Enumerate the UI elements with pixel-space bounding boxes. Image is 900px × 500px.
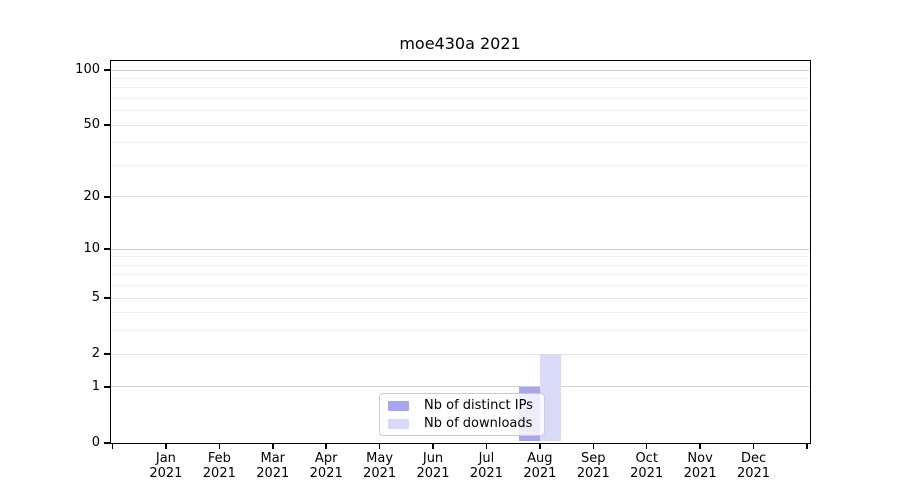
legend-row-1: Nb of downloads <box>388 415 544 433</box>
x-tick-label-nov: Nov 2021 <box>683 451 717 481</box>
gridline-y-20 <box>111 196 809 198</box>
gridline-y-50 <box>111 124 809 126</box>
y-tick-2 <box>104 353 110 355</box>
x-tick-7 <box>485 443 488 449</box>
x-tick-label-apr: Apr 2021 <box>309 451 343 481</box>
x-tick-9 <box>592 443 595 449</box>
x-tick-0 <box>111 443 114 449</box>
x-tick-3 <box>272 443 274 449</box>
gridline-y-8 <box>111 264 809 266</box>
x-tick-label-feb: Feb 2021 <box>202 451 236 481</box>
x-tick-5 <box>378 443 381 449</box>
legend-label-downloads: Nb of downloads <box>424 416 533 431</box>
x-tick-4 <box>325 443 327 449</box>
x-tick-13 <box>806 443 808 449</box>
y-tick-10 <box>104 248 110 250</box>
gridline-y-2 <box>111 353 809 355</box>
gridline-y-90 <box>111 77 809 79</box>
x-tick-11 <box>699 443 701 449</box>
y-tick-label-20: 20 <box>83 188 100 204</box>
x-tick-10 <box>645 443 648 449</box>
gridline-y-4 <box>111 312 809 314</box>
x-tick-label-jan: Jan 2021 <box>149 451 183 481</box>
gridline-y-10 <box>111 248 809 250</box>
y-tick-20 <box>104 196 110 198</box>
gridline-y-40 <box>111 142 809 144</box>
legend-swatch-downloads <box>388 418 409 429</box>
gridline-y-7 <box>111 274 809 276</box>
bar-downloads-aug <box>539 354 561 442</box>
x-tick-8 <box>539 443 541 449</box>
legend-swatch-distinct-ips <box>388 400 409 411</box>
x-tick-12 <box>752 443 755 449</box>
y-tick-label-100: 100 <box>75 62 100 77</box>
y-tick-0 <box>104 442 110 444</box>
y-tick-label-2: 2 <box>91 346 100 362</box>
x-tick-label-aug: Aug 2021 <box>523 451 557 481</box>
y-tick-1 <box>104 386 110 388</box>
gridline-y-3 <box>111 330 809 332</box>
y-tick-label-0: 0 <box>91 435 100 450</box>
gridline-y-70 <box>111 97 809 99</box>
legend: Nb of distinct IPs Nb of downloads <box>379 393 545 436</box>
gridline-y-6 <box>111 285 809 287</box>
x-tick-label-oct: Oct 2021 <box>630 451 664 481</box>
y-tick-label-5: 5 <box>91 290 100 306</box>
chart-title: moe430a 2021 <box>399 34 521 53</box>
gridline-y-30 <box>111 164 809 166</box>
y-tick-label-50: 50 <box>83 117 100 133</box>
y-tick-label-1: 1 <box>91 378 100 394</box>
x-tick-label-may: May 2021 <box>363 451 397 481</box>
gridline-y-60 <box>111 110 809 112</box>
gridline-y-5 <box>111 297 809 299</box>
x-tick-6 <box>432 443 434 449</box>
y-tick-5 <box>104 297 110 299</box>
x-tick-label-dec: Dec 2021 <box>736 451 771 481</box>
legend-label-distinct-ips: Nb of distinct IPs <box>424 398 533 413</box>
y-tick-100 <box>104 69 110 71</box>
y-tick-50 <box>104 124 110 126</box>
legend-row-0: Nb of distinct IPs <box>388 397 544 415</box>
x-tick-label-mar: Mar 2021 <box>256 451 290 481</box>
x-tick-label-sep: Sep 2021 <box>576 451 610 481</box>
x-tick-label-jul: Jul 2021 <box>469 451 503 481</box>
gridline-y-100 <box>111 69 809 71</box>
x-tick-2 <box>218 443 221 449</box>
y-tick-label-10: 10 <box>83 241 100 257</box>
x-tick-1 <box>165 443 167 449</box>
gridline-y-9 <box>111 256 809 258</box>
gridline-y-1 <box>111 386 809 388</box>
gridline-y-80 <box>111 87 809 89</box>
x-tick-label-jun: Jun 2021 <box>416 451 450 481</box>
